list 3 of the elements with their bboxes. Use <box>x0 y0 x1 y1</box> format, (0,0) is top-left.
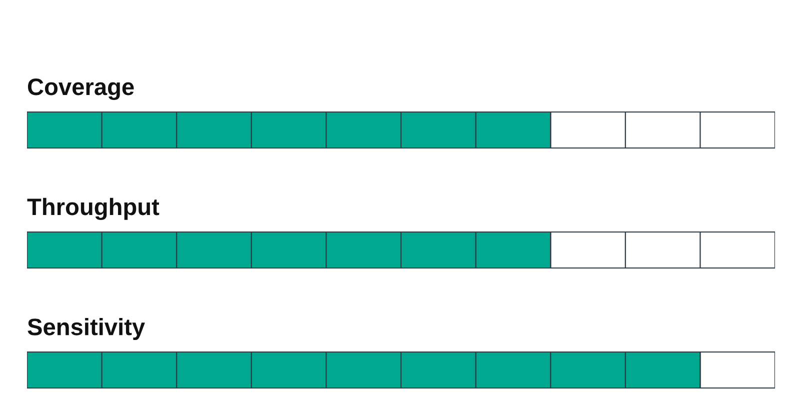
y-tick-label: Throughput <box>27 198 160 220</box>
y-tick-label: Coverage <box>28 78 134 100</box>
y-tick-label: Sensitivity <box>28 318 145 340</box>
